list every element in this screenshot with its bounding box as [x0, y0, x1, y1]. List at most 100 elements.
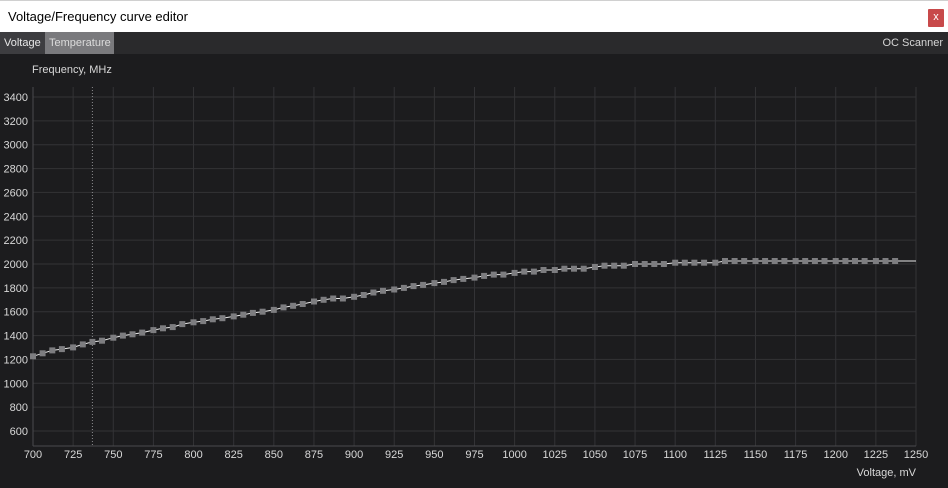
x-tick-label: 875 [305, 449, 323, 461]
vf-curve-point[interactable] [591, 264, 598, 270]
vf-curve-point[interactable] [571, 265, 577, 272]
y-tick-label: 1800 [4, 283, 28, 295]
vf-curve-point[interactable] [771, 258, 778, 264]
vf-curve-point[interactable] [481, 272, 488, 279]
vf-chart-area[interactable]: 600 800 1000 1200 1400 1600 1800 2000 2200 2400 26… [0, 54, 948, 483]
tab-voltage[interactable]: Voltage [0, 32, 45, 54]
vf-curve-point[interactable] [400, 284, 407, 291]
y-tick-label: 2600 [4, 187, 28, 199]
vf-curve-point[interactable] [471, 274, 478, 281]
vf-curve-point[interactable] [49, 347, 56, 354]
vf-curve-point[interactable] [852, 258, 858, 264]
vf-curve-point[interactable] [230, 313, 237, 320]
vf-curve-point[interactable] [441, 278, 447, 285]
vf-curve-point[interactable] [540, 267, 547, 273]
vf-curve-point[interactable] [391, 286, 398, 293]
close-button[interactable]: x [928, 9, 944, 27]
vf-curve-point[interactable] [601, 262, 608, 269]
vf-curve-point[interactable] [792, 258, 799, 264]
vf-curve-point[interactable] [521, 268, 528, 275]
vf-curve-point[interactable] [320, 296, 327, 303]
vf-curve-point[interactable] [200, 318, 207, 325]
vf-curve-point[interactable] [712, 259, 719, 266]
oc-scanner-button[interactable]: OC Scanner [882, 37, 943, 49]
vf-curve-point[interactable] [651, 261, 658, 267]
vf-curve-point[interactable] [701, 259, 708, 266]
vf-curve-point[interactable] [351, 293, 358, 300]
vf-curve-point[interactable] [500, 271, 507, 278]
vf-curve-point[interactable] [752, 258, 759, 264]
vf-curve-point[interactable] [139, 329, 146, 336]
vf-curve-point[interactable] [219, 315, 226, 322]
y-axis-label: Frequency, MHz [32, 64, 112, 76]
vf-curve-point[interactable] [249, 309, 256, 316]
vf-curve-point[interactable] [460, 275, 467, 282]
vf-curve-point[interactable] [209, 316, 216, 323]
vf-curve-point[interactable] [450, 277, 457, 284]
vf-curve-point[interactable] [79, 341, 86, 348]
vf-curve-point[interactable] [330, 295, 337, 302]
vf-curve-point[interactable] [311, 298, 317, 305]
vf-curve-point[interactable] [89, 338, 96, 345]
vf-curve-point[interactable] [811, 258, 818, 264]
vf-curve-point[interactable] [160, 325, 166, 332]
vf-curve-point[interactable] [681, 259, 688, 266]
vf-curve-point[interactable] [290, 302, 297, 309]
vf-curve-point[interactable] [119, 332, 126, 339]
x-tick-label: 1250 [904, 449, 928, 461]
vf-curve-point[interactable] [821, 258, 828, 264]
vf-curve-point[interactable] [70, 344, 77, 351]
vf-curve-point[interactable] [842, 258, 849, 264]
vf-curve-point[interactable] [511, 269, 518, 276]
vf-curve-point[interactable] [620, 262, 627, 269]
vf-curve-point[interactable] [431, 280, 438, 287]
vf-curve-point[interactable] [672, 259, 679, 266]
vf-curve-point[interactable] [370, 289, 377, 296]
vf-curve-point[interactable] [660, 261, 667, 267]
vf-curve-point[interactable] [641, 261, 648, 267]
vf-curve-point[interactable] [722, 258, 728, 264]
x-tick-label: 1075 [623, 449, 647, 461]
vf-curve-point[interactable] [150, 327, 157, 334]
vf-curve-point[interactable] [169, 324, 176, 331]
vf-curve-point[interactable] [611, 262, 618, 269]
vf-curve-point[interactable] [339, 295, 346, 302]
vf-curve-point[interactable] [561, 265, 568, 272]
vf-curve-point[interactable] [99, 337, 105, 344]
vf-curve-chart[interactable]: 600 800 1000 1200 1400 1600 1800 2000 2200 2400 26… [0, 54, 948, 483]
vf-curve-point[interactable] [490, 271, 497, 278]
vf-curve-point[interactable] [802, 258, 809, 264]
vf-curve-point[interactable] [299, 301, 306, 307]
vf-curve-point[interactable] [530, 268, 537, 275]
vf-curve-point[interactable] [270, 306, 277, 313]
vf-curve-point[interactable] [892, 258, 899, 264]
vf-curve-point[interactable] [380, 287, 386, 294]
tab-temperature[interactable]: Temperature [45, 32, 114, 54]
vf-curve-point[interactable] [110, 334, 117, 341]
vf-curve-point[interactable] [179, 321, 186, 328]
vf-curve-point[interactable] [30, 353, 36, 360]
vf-curve-point[interactable] [420, 281, 427, 288]
vf-curve-point[interactable] [410, 283, 417, 290]
vf-curve-point[interactable] [861, 258, 868, 264]
vf-curve-point[interactable] [762, 258, 769, 264]
vf-curve-point[interactable] [872, 258, 879, 264]
vf-curve-point[interactable] [551, 267, 558, 273]
vf-curve-point[interactable] [580, 265, 587, 272]
vf-curve-point[interactable] [832, 258, 839, 264]
vf-curve-point[interactable] [58, 346, 65, 353]
y-tick-label: 2000 [4, 259, 28, 271]
vf-curve-point[interactable] [280, 304, 287, 311]
vf-curve-point[interactable] [691, 259, 698, 266]
vf-curve-point[interactable] [741, 258, 748, 264]
vf-curve-point[interactable] [39, 350, 46, 357]
vf-curve-point[interactable] [240, 311, 247, 318]
vf-curve-point[interactable] [360, 292, 367, 298]
vf-curve-point[interactable] [190, 319, 197, 326]
vf-curve-point[interactable] [882, 258, 889, 264]
vf-curve-point[interactable] [731, 258, 738, 264]
vf-curve-point[interactable] [259, 308, 266, 315]
vf-curve-point[interactable] [632, 261, 638, 267]
vf-curve-point[interactable] [781, 258, 788, 264]
vf-curve-point[interactable] [129, 331, 136, 338]
